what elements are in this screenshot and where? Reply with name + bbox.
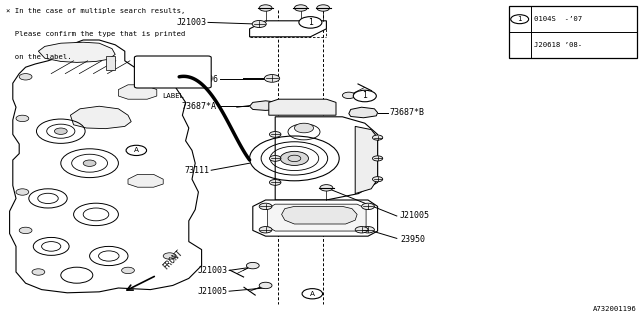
Circle shape [353, 90, 376, 102]
Text: J21003: J21003 [197, 266, 227, 275]
Circle shape [246, 262, 259, 269]
Text: A732001196: A732001196 [593, 306, 637, 312]
Text: FRONT: FRONT [161, 248, 184, 271]
Circle shape [317, 5, 330, 11]
Circle shape [269, 156, 281, 161]
Polygon shape [269, 99, 336, 115]
Text: on the label.: on the label. [6, 54, 72, 60]
Bar [106, 56, 115, 70]
Circle shape [16, 189, 29, 195]
Text: J21005: J21005 [197, 287, 227, 296]
Text: A: A [310, 291, 315, 297]
Circle shape [259, 203, 272, 210]
Polygon shape [70, 106, 131, 129]
Polygon shape [253, 200, 378, 236]
Circle shape [19, 74, 32, 80]
Text: J21005: J21005 [400, 212, 430, 220]
Circle shape [372, 177, 383, 182]
Circle shape [362, 203, 374, 210]
Circle shape [294, 123, 314, 133]
Circle shape [320, 185, 333, 191]
Text: 73687*B: 73687*B [389, 108, 424, 117]
Text: 1: 1 [517, 16, 522, 22]
Polygon shape [118, 85, 157, 99]
Circle shape [259, 5, 272, 11]
Polygon shape [282, 206, 357, 224]
Text: 0104S  -’07: 0104S -’07 [534, 16, 582, 22]
Text: 1: 1 [308, 18, 313, 27]
Circle shape [16, 115, 29, 122]
Circle shape [302, 289, 323, 299]
Circle shape [294, 5, 307, 11]
Circle shape [280, 151, 308, 165]
Circle shape [299, 17, 322, 28]
Circle shape [32, 269, 45, 275]
Text: J21003: J21003 [176, 18, 206, 27]
Circle shape [372, 156, 383, 161]
Polygon shape [250, 21, 326, 37]
Circle shape [511, 15, 529, 24]
Circle shape [269, 180, 281, 185]
FancyBboxPatch shape [134, 56, 211, 88]
Polygon shape [250, 101, 280, 110]
Circle shape [264, 75, 280, 82]
Text: TSE14F: TSE14F [159, 60, 187, 68]
Text: J20618 ’08-: J20618 ’08- [534, 42, 582, 48]
Text: 73111: 73111 [185, 166, 210, 175]
Text: Please confirm the type that is printed: Please confirm the type that is printed [6, 31, 186, 37]
Polygon shape [268, 204, 366, 231]
Bar [509, 6, 637, 58]
Text: 14096: 14096 [193, 75, 218, 84]
Circle shape [122, 267, 134, 274]
Polygon shape [128, 174, 163, 187]
Polygon shape [38, 42, 115, 62]
Text: × In the case of multiple search results,: × In the case of multiple search results… [6, 8, 186, 14]
Text: 23950: 23950 [400, 235, 425, 244]
Circle shape [54, 128, 67, 134]
Circle shape [163, 253, 176, 259]
Circle shape [19, 227, 32, 234]
Circle shape [342, 92, 355, 99]
Text: 1: 1 [362, 92, 367, 100]
Text: 73687*A: 73687*A [181, 102, 216, 111]
Circle shape [372, 135, 383, 140]
Polygon shape [275, 117, 378, 200]
Text: LABEL: LABEL [162, 93, 184, 99]
Circle shape [126, 145, 147, 156]
Text: A: A [134, 148, 139, 153]
Circle shape [259, 227, 272, 233]
Circle shape [362, 227, 374, 233]
Circle shape [355, 227, 368, 233]
Polygon shape [349, 107, 378, 118]
Circle shape [252, 20, 266, 28]
Circle shape [269, 132, 281, 137]
Circle shape [259, 282, 272, 289]
Circle shape [83, 160, 96, 166]
Polygon shape [10, 40, 202, 293]
Polygon shape [355, 126, 378, 194]
